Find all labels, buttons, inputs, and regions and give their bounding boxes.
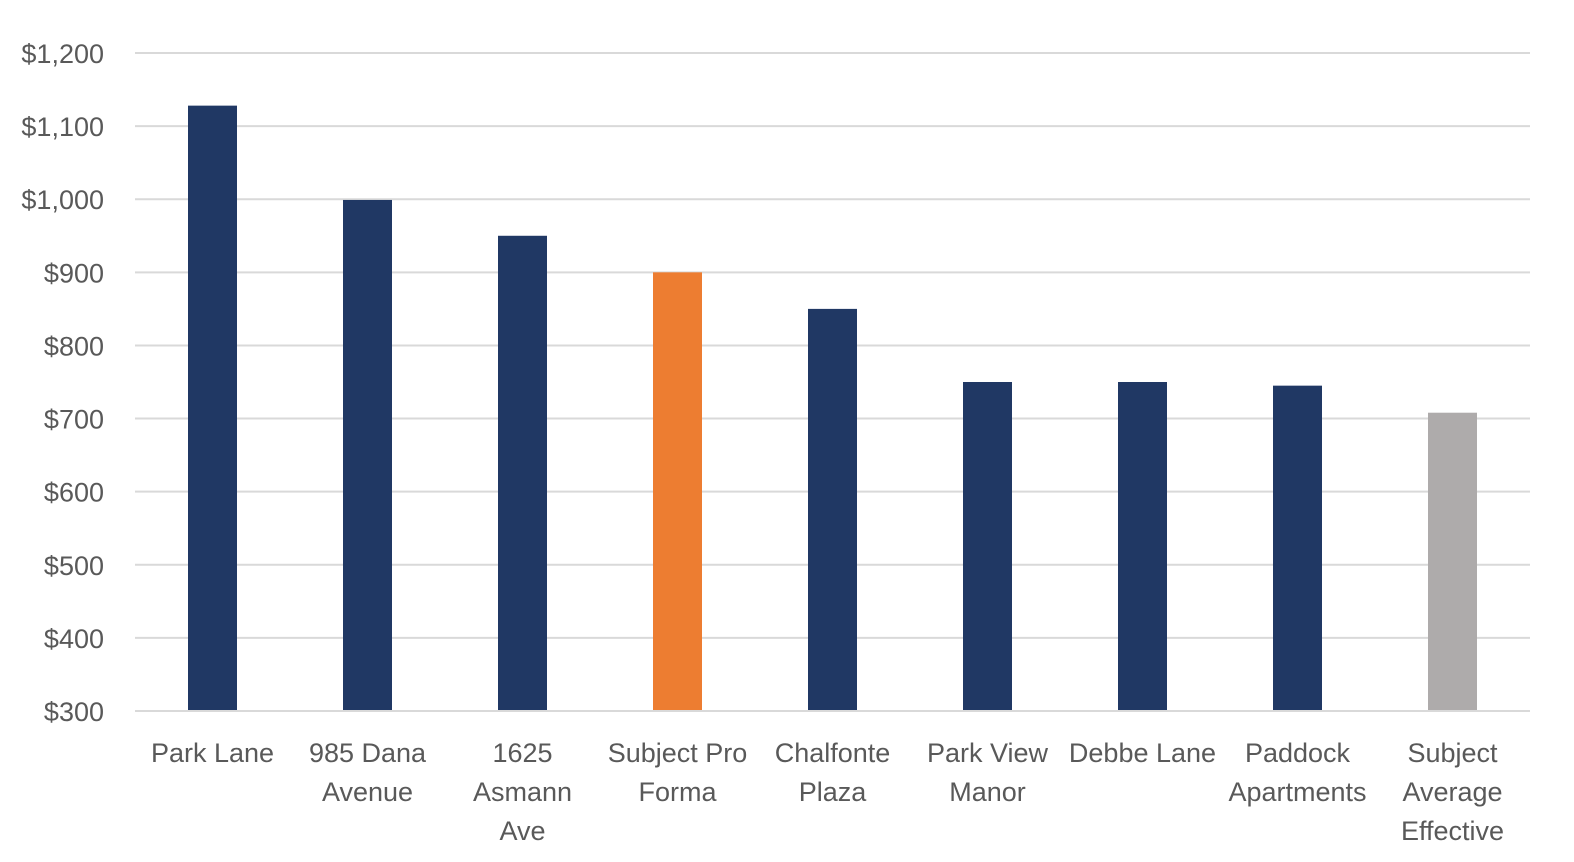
x-tick-label: Paddock [1245, 738, 1351, 768]
y-tick-label: $600 [44, 478, 104, 508]
y-tick-label: $1,100 [21, 112, 104, 142]
y-tick-label: $500 [44, 551, 104, 581]
x-tick-label: Debbe Lane [1069, 738, 1216, 768]
bar [188, 105, 237, 711]
bar [1428, 412, 1477, 711]
x-tick-label: Asmann [473, 777, 572, 807]
y-tick-label: $1,200 [21, 39, 104, 69]
bar [1273, 385, 1322, 711]
x-tick-label: Avenue [322, 777, 413, 807]
x-axis-category-labels: Park Lane 985 Dana Avenue 1625 Asmann Ave Subj… [151, 738, 1504, 846]
x-tick-label: Plaza [799, 777, 868, 807]
y-tick-label: $700 [44, 405, 104, 435]
x-tick-label: Forma [638, 777, 717, 807]
y-tick-label: $800 [44, 331, 104, 361]
bar [653, 272, 702, 711]
x-tick-label: Average [1402, 777, 1502, 807]
bar [963, 382, 1012, 711]
x-tick-label: Subject Pro [608, 738, 748, 768]
y-tick-label: $400 [44, 624, 104, 654]
y-axis-tick-labels: $300 $400 $500 $600 $700 $800 $900 $1,000 $1,100… [21, 39, 104, 727]
x-tick-label: Manor [949, 777, 1026, 807]
bars [188, 105, 1477, 711]
x-tick-label: Park View [927, 738, 1049, 768]
y-tick-label: $900 [44, 258, 104, 288]
bar [498, 235, 547, 711]
x-tick-label: Apartments [1228, 777, 1366, 807]
x-tick-label: Ave [499, 816, 545, 846]
bar [1118, 382, 1167, 711]
x-tick-label: 985 Dana [309, 738, 427, 768]
x-tick-label: Effective [1401, 816, 1504, 846]
x-tick-label: Park Lane [151, 738, 274, 768]
x-tick-label: Chalfonte [775, 738, 891, 768]
bar [343, 199, 392, 711]
x-tick-label: Subject [1407, 738, 1498, 768]
x-tick-label: 1625 [492, 738, 552, 768]
y-tick-label: $300 [44, 697, 104, 727]
bar [808, 308, 857, 711]
y-tick-label: $1,000 [21, 185, 104, 215]
